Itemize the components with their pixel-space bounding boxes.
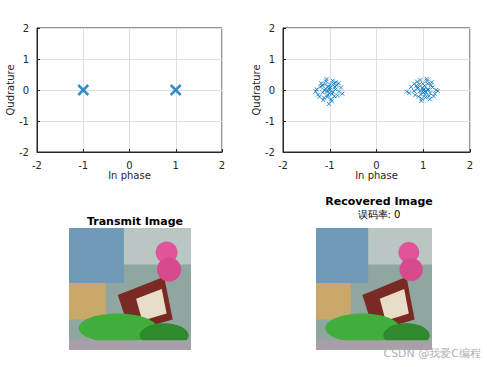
svg-text:1: 1 xyxy=(173,160,179,171)
svg-text:-1: -1 xyxy=(265,116,275,127)
svg-text:0: 0 xyxy=(373,160,379,171)
svg-text:Qudrature: Qudrature xyxy=(251,64,262,115)
svg-text:Recovered Image: Recovered Image xyxy=(325,195,433,208)
svg-text:2: 2 xyxy=(23,23,29,34)
svg-text:-2: -2 xyxy=(19,147,29,158)
svg-text:In phase: In phase xyxy=(108,170,151,181)
svg-text:-2: -2 xyxy=(265,147,275,158)
svg-text:2: 2 xyxy=(269,23,275,34)
svg-text:1: 1 xyxy=(269,54,275,65)
svg-text:-1: -1 xyxy=(19,116,29,127)
svg-text:2: 2 xyxy=(467,160,473,171)
svg-text:1: 1 xyxy=(420,160,426,171)
svg-text:Transmit Image: Transmit Image xyxy=(87,215,183,228)
svg-text:1: 1 xyxy=(23,54,29,65)
svg-text:-2: -2 xyxy=(32,160,42,171)
svg-text:0: 0 xyxy=(269,85,275,96)
svg-text:CSDN @我爱C编程: CSDN @我爱C编程 xyxy=(383,347,481,360)
svg-text:Qudrature: Qudrature xyxy=(5,64,16,115)
svg-text:-2: -2 xyxy=(278,160,288,171)
svg-text:误码率: 0: 误码率: 0 xyxy=(358,209,401,220)
svg-text:-1: -1 xyxy=(78,160,88,171)
svg-text:-1: -1 xyxy=(325,160,335,171)
svg-text:0: 0 xyxy=(126,160,132,171)
svg-text:2: 2 xyxy=(219,160,225,171)
svg-text:In phase: In phase xyxy=(355,170,398,181)
svg-text:0: 0 xyxy=(23,85,29,96)
